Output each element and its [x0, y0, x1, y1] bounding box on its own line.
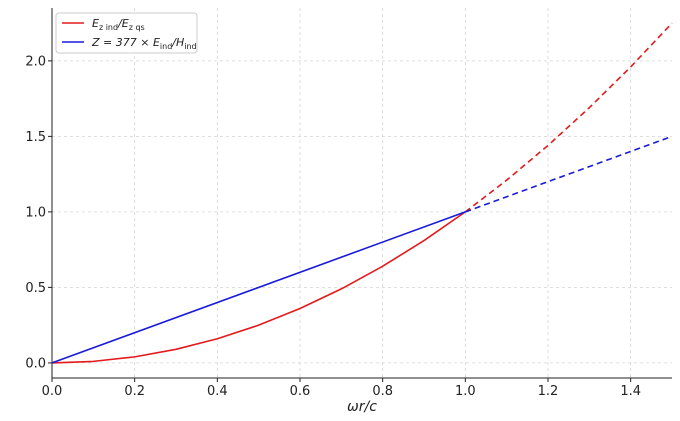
series-line-impedance-dashed — [465, 135, 673, 213]
legend-ezind-main: E — [92, 17, 99, 30]
legend-label-ezind: Ez ind/Ez qs — [92, 17, 145, 32]
tick-labels: 0.0 0.2 0.4 0.6 0.8 1.0 1.2 1.4 0.0 0.5 1.0 1.5 2.0 — [25, 54, 641, 399]
x-tick-label: 0.6 — [290, 384, 311, 399]
legend-z-mid: /H — [171, 36, 184, 49]
legend-box — [55, 12, 198, 54]
x-tick-label: 1.0 — [455, 384, 476, 399]
x-tick-label: 1.4 — [620, 384, 641, 399]
grid — [51, 8, 672, 378]
x-tick-label: 0.8 — [372, 384, 393, 399]
x-axis-title: ωr/c — [347, 399, 377, 415]
legend-z-sub1: ind — [160, 42, 172, 51]
x-tick-label: 0.2 — [124, 384, 145, 399]
series-line-impedance-solid — [51, 211, 466, 364]
series-line-ezind-dashed — [464, 22, 673, 213]
legend: Ez ind/Ez qs Z = 377 × Eind/Hind — [55, 12, 198, 54]
legend-z-sub2: ind — [184, 42, 196, 51]
x-tick-label: 1.2 — [538, 384, 559, 399]
series-layer — [51, 22, 673, 364]
series-line-ezind-solid — [51, 211, 466, 364]
legend-ezind-mid: /E — [117, 17, 129, 30]
legend-ezind-sub2: z qs — [129, 23, 145, 32]
y-tick-label: 0.5 — [25, 281, 46, 296]
y-tick-label: 2.0 — [25, 54, 46, 69]
x-tick-label: 0.4 — [207, 384, 228, 399]
legend-label-impedance: Z = 377 × Eind/Hind — [91, 36, 197, 51]
y-tick-label: 1.5 — [25, 130, 46, 145]
x-tick-label: 0.0 — [42, 384, 63, 399]
legend-z-prefix: Z = 377 × E — [91, 36, 160, 49]
axes — [48, 8, 672, 382]
y-tick-label: 0.0 — [25, 356, 46, 371]
y-tick-label: 1.0 — [25, 205, 46, 220]
legend-ezind-sub1: z ind — [99, 23, 118, 32]
